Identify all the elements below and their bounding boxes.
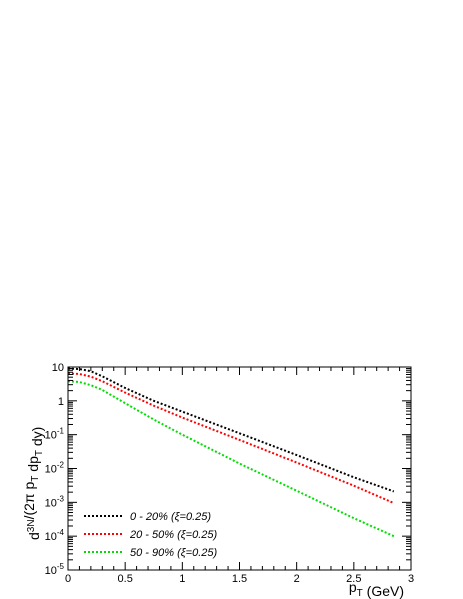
x-tick-label: 3 — [408, 573, 414, 585]
x-tick-label: 0 — [65, 573, 71, 585]
y-tick-label: 10-1 — [45, 427, 65, 442]
y-tick-label: 10-4 — [45, 528, 65, 543]
y-axis-tick-labels: 10-5 10-4 10-3 10-2 10-1 1 10 — [45, 362, 65, 577]
y-tick-label: 10-5 — [45, 562, 65, 577]
x-axis-ticks — [67, 367, 412, 570]
legend-label-2: 20 - 50% (ξ=0.25) — [129, 529, 217, 541]
series-line-1 — [67, 367, 395, 493]
legend: 0 - 20% (ξ=0.25) 20 - 50% (ξ=0.25) 50 - 90… — [84, 511, 217, 559]
x-axis-title: pT (GeV) — [349, 579, 404, 599]
series-line-3 — [67, 380, 395, 538]
x-tick-label: 1.5 — [232, 573, 247, 585]
x-tick-label: 2 — [294, 573, 300, 585]
data-curves — [67, 367, 395, 538]
x-tick-label: 1 — [179, 573, 185, 585]
y-axis-ticks — [68, 366, 411, 571]
series-line-2 — [67, 372, 395, 505]
y-tick-label: 10-2 — [45, 461, 65, 476]
y-tick-label: 10-3 — [45, 494, 65, 509]
y-axis-title: d3N/(2π pT dpT dy) — [21, 427, 45, 540]
legend-label-1: 0 - 20% (ξ=0.25) — [130, 511, 211, 523]
legend-label-3: 50 - 90% (ξ=0.25) — [130, 547, 217, 559]
x-axis-tick-labels: 0 0.5 1 1.5 2 2.5 3 — [65, 573, 414, 585]
plot-frame — [67, 366, 412, 571]
y-tick-label: 1 — [58, 396, 64, 408]
y-tick-label: 10 — [52, 362, 64, 374]
x-tick-label: 0.5 — [118, 573, 133, 585]
x-tick-label: 2.5 — [346, 573, 361, 585]
